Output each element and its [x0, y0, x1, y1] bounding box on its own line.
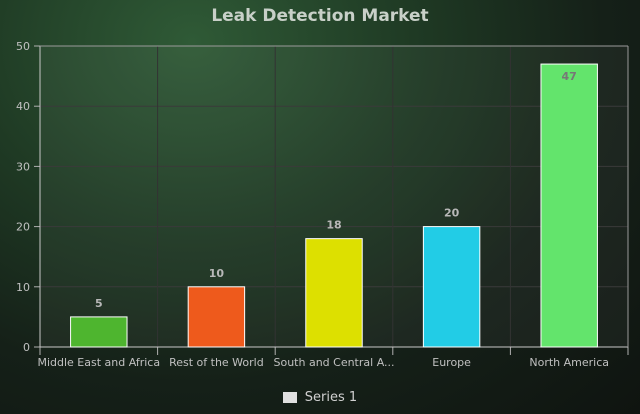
y-tick-label: 0: [23, 341, 30, 354]
data-label: 47: [562, 70, 577, 83]
bar: [70, 316, 128, 348]
bar: [540, 63, 598, 348]
y-tick-label: 30: [16, 160, 30, 173]
y-tick-label: 10: [16, 281, 30, 294]
y-tick-label: 40: [16, 100, 30, 113]
x-tick-label: South and Central A...: [273, 356, 394, 369]
chart-title: Leak Detection Market: [211, 6, 429, 26]
bar: [187, 286, 246, 348]
bar: [422, 226, 481, 348]
x-tick-label: Middle East and Africa: [37, 356, 160, 369]
y-tick-label: 20: [16, 221, 30, 234]
data-label: 20: [444, 207, 460, 220]
x-tick-label: Europe: [432, 356, 471, 369]
bar: [305, 238, 363, 348]
legend-label: Series 1: [304, 390, 358, 405]
data-label: 5: [95, 297, 103, 310]
legend[interactable]: Series 1: [0, 390, 640, 405]
data-label: 18: [326, 219, 341, 232]
data-label: 10: [209, 267, 225, 280]
y-tick-label: 50: [16, 40, 30, 53]
x-tick-label: North America: [529, 356, 609, 369]
x-tick-label: Rest of the World: [169, 356, 264, 369]
legend-swatch: [282, 392, 297, 403]
